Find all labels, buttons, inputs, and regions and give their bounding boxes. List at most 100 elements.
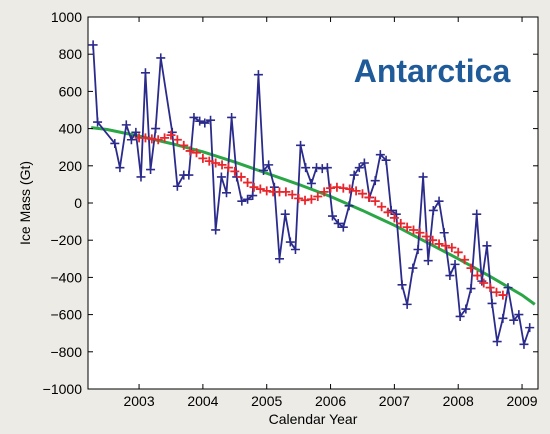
data-point (301, 163, 311, 173)
data-point (402, 299, 412, 309)
data-point (259, 165, 269, 175)
data-point (140, 133, 150, 143)
data-point (136, 172, 146, 182)
x-tick-label: 2006 (315, 393, 346, 409)
data-point (370, 176, 380, 186)
x-axis-label: Calendar Year (269, 411, 358, 427)
data-point (269, 182, 279, 192)
data-point (357, 189, 367, 199)
y-tick-label: −400 (50, 269, 82, 285)
plot-area (87, 16, 539, 390)
data-point (93, 117, 103, 127)
data-point (110, 138, 120, 148)
data-point (338, 183, 348, 193)
data-point (327, 211, 337, 221)
data-point (498, 290, 508, 300)
data-point (172, 181, 182, 191)
data-point (222, 188, 232, 198)
data-point (434, 196, 444, 206)
x-tick-label: 2009 (506, 393, 537, 409)
data-point (264, 160, 274, 170)
data-point (345, 184, 355, 194)
data-point (184, 170, 194, 180)
data-point (290, 245, 300, 254)
data-point (195, 116, 205, 126)
data-point (482, 241, 492, 251)
data-point (377, 202, 387, 212)
x-tick-label: 2003 (123, 393, 154, 409)
data-point (243, 178, 253, 188)
x-tick-label: 2008 (443, 393, 474, 409)
data-point (160, 133, 170, 143)
data-point (306, 194, 316, 204)
data-point (255, 184, 265, 194)
data-point (204, 156, 214, 166)
tick-layer: −1000 −800 −600 −400 −200 0 200 400 600 800 1000 20… (43, 9, 538, 409)
data-point (349, 170, 359, 180)
data-point (450, 259, 460, 269)
data-point (460, 255, 470, 265)
data-point (409, 225, 419, 235)
data-point (351, 186, 361, 196)
data-point (364, 192, 374, 202)
data-point (206, 115, 216, 125)
data-point (146, 165, 156, 175)
data-point (317, 164, 327, 174)
data-point (281, 187, 291, 197)
data-point (453, 247, 463, 257)
data-point (375, 150, 385, 160)
data-point (423, 256, 433, 266)
y-tick-label: 0 (74, 195, 82, 211)
data-point (389, 213, 399, 223)
data-point (211, 225, 221, 235)
data-point (280, 209, 290, 219)
data-point (413, 245, 423, 254)
data-point (312, 163, 322, 173)
data-point (211, 158, 221, 168)
data-point (319, 187, 329, 197)
data-point (338, 222, 348, 232)
data-point (217, 160, 227, 170)
data-point (227, 112, 237, 122)
x-tick-label: 2007 (379, 393, 410, 409)
data-point (418, 172, 428, 182)
y-tick-label: 400 (59, 121, 83, 137)
data-point (477, 276, 487, 286)
data-point (192, 148, 202, 158)
y-tick-label: −600 (50, 307, 82, 323)
data-point (434, 239, 444, 249)
data-point (313, 191, 323, 201)
data-point (402, 222, 412, 232)
data-point (131, 127, 141, 137)
data-point (88, 40, 98, 50)
data-point (332, 182, 342, 192)
y-tick-label: 1000 (51, 9, 82, 25)
series-layer (88, 40, 536, 349)
data-point (285, 237, 295, 247)
data-point (514, 310, 524, 320)
data-point (397, 280, 407, 290)
data-point (140, 68, 150, 78)
data-point (306, 178, 316, 188)
data-point (172, 135, 182, 145)
data-point (243, 194, 253, 204)
data-point (185, 146, 195, 156)
data-point (370, 196, 380, 206)
data-point (115, 163, 125, 173)
data-point (322, 163, 332, 173)
data-point (396, 218, 406, 228)
data-point (492, 287, 502, 297)
data-point (525, 323, 535, 333)
y-axis-label: Ice Mass (Gt) (17, 161, 33, 245)
data-point (439, 228, 449, 238)
data-point (151, 124, 161, 134)
data-point (472, 271, 482, 281)
data-point (326, 183, 336, 193)
data-point (230, 166, 240, 176)
data-point (198, 153, 208, 163)
data-point (421, 231, 431, 241)
data-point (466, 263, 476, 273)
data-point (455, 311, 465, 321)
